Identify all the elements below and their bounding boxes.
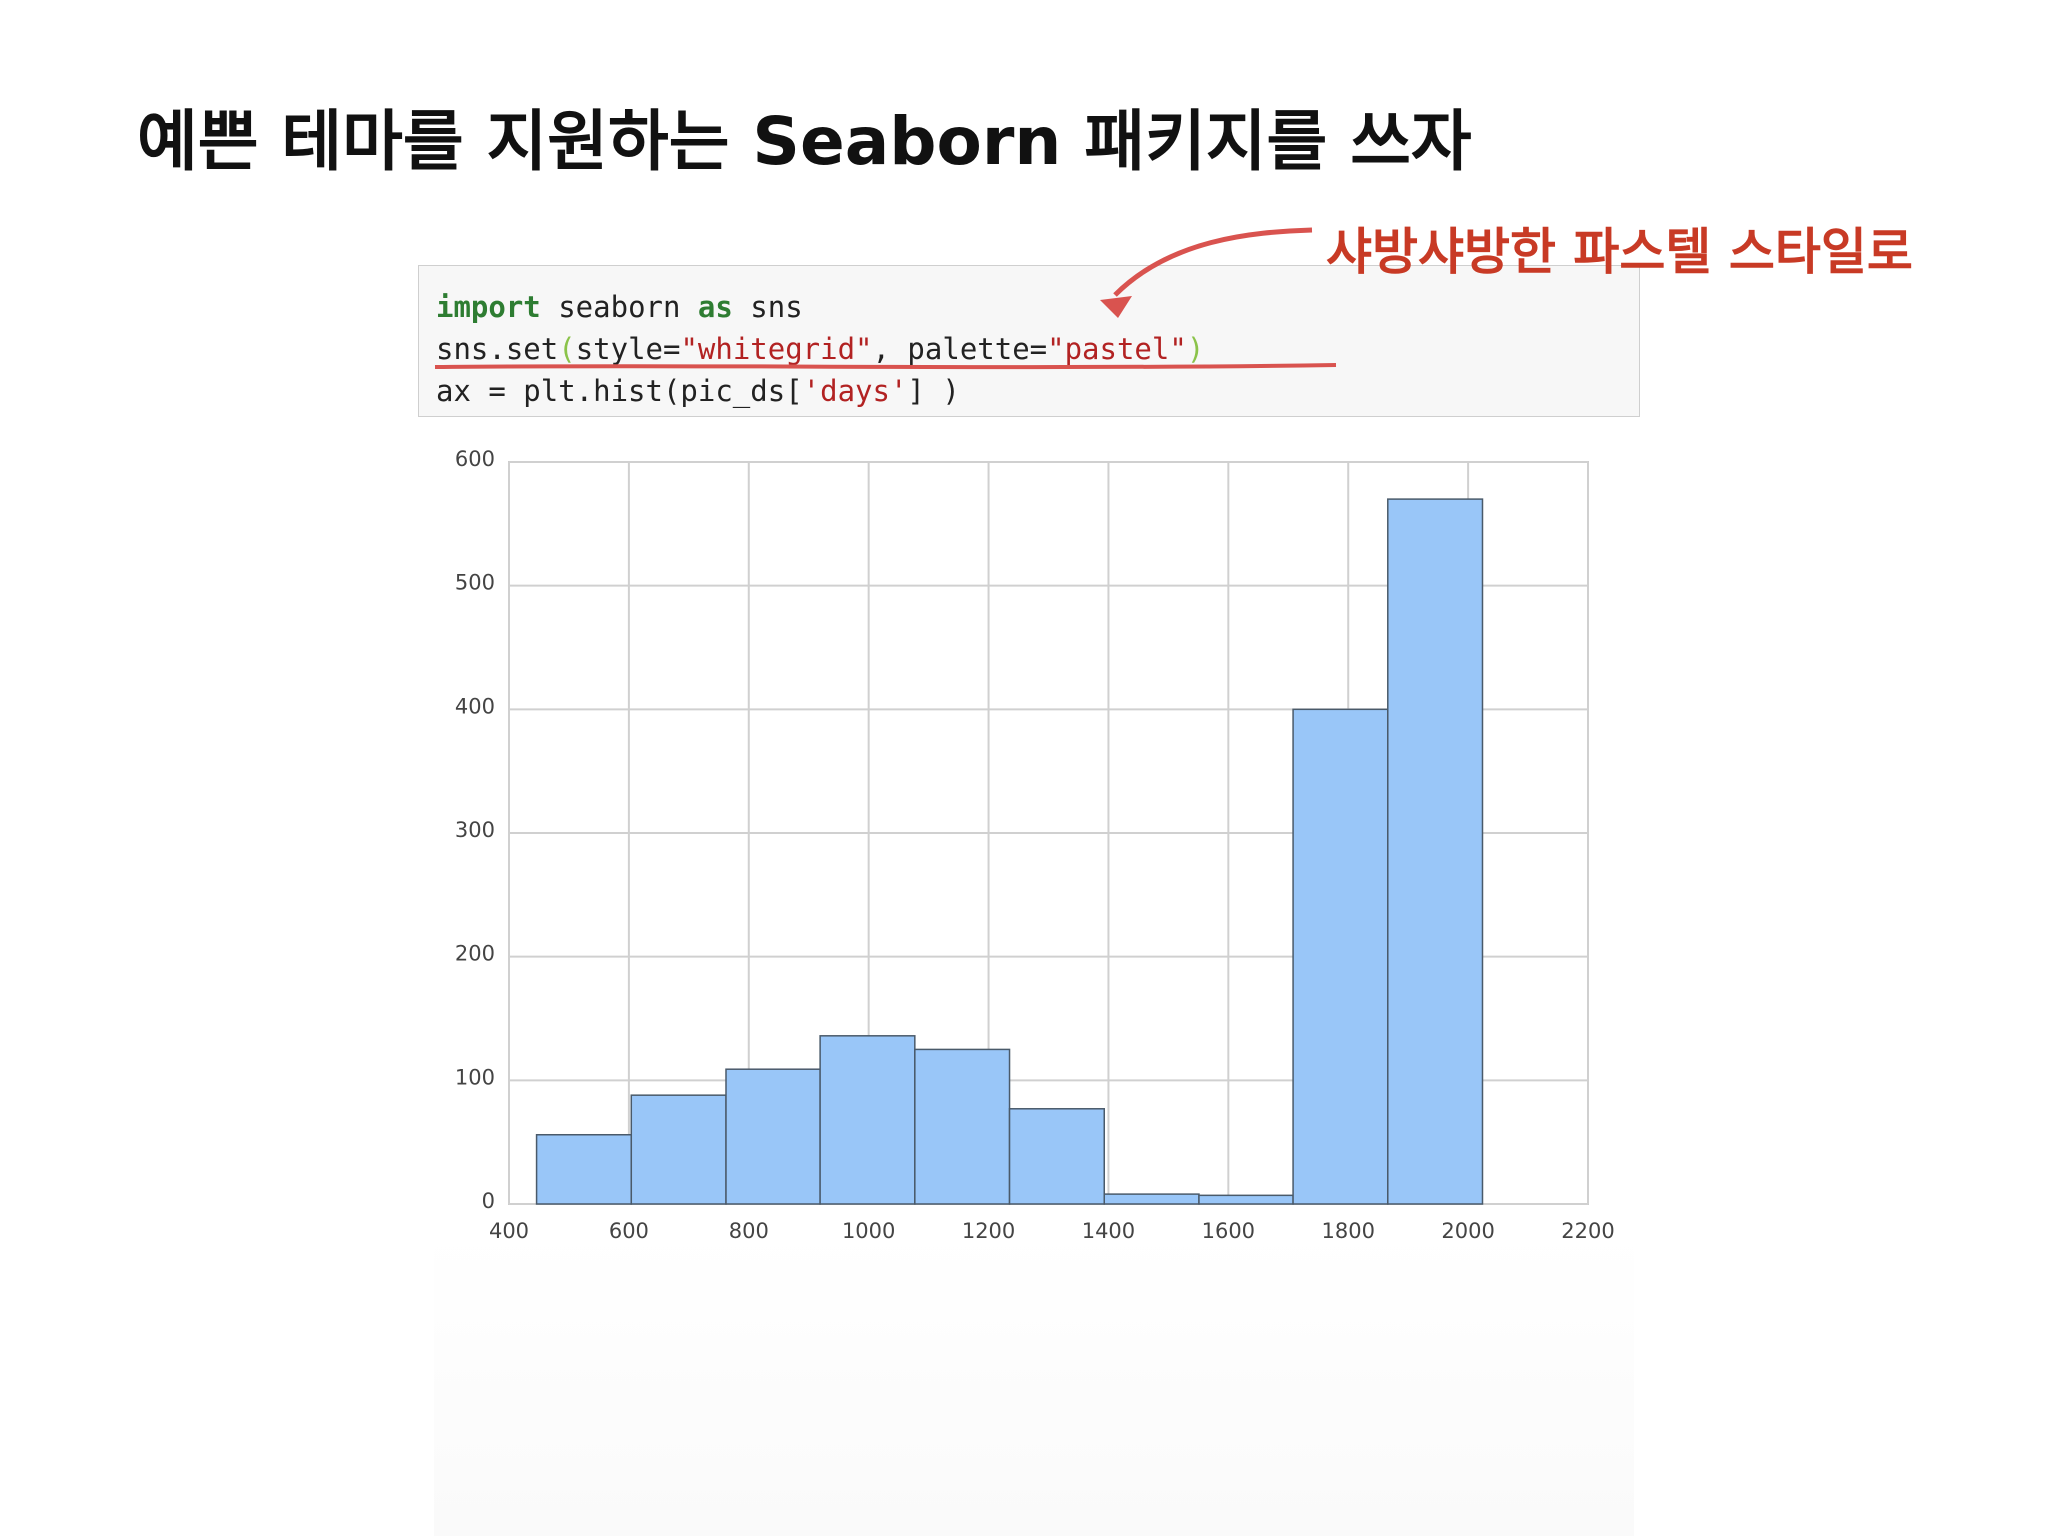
histogram-bar	[1292, 708, 1389, 1205]
code-token: ] )	[907, 374, 960, 408]
code-block: import seaborn as sns sns.set(style="whit…	[418, 265, 1640, 417]
histogram-bar	[630, 1094, 727, 1205]
code-token: style=	[575, 332, 681, 366]
x-tick-label: 800	[729, 1219, 769, 1243]
x-tick-label: 1600	[1202, 1219, 1255, 1243]
histogram-bar	[1198, 1194, 1294, 1205]
slide-title: 예쁜 테마를 지원하는 Seaborn 패키지를 쓰자	[137, 103, 1472, 180]
y-tick-label: 400	[455, 694, 495, 718]
code-token: seaborn	[540, 290, 698, 324]
y-tick-label: 100	[455, 1065, 495, 1089]
code-line: ax = plt.hist(pic_ds['days'] )	[436, 370, 1622, 412]
annotation: 샤방샤방한 파스텔 스타일로	[1326, 223, 1913, 281]
histogram-bar	[1103, 1193, 1200, 1205]
code-token: "pastel"	[1047, 332, 1187, 366]
code-token: import	[436, 290, 541, 324]
x-tick-label: 1000	[842, 1219, 895, 1243]
x-tick-label: 2200	[1561, 1219, 1614, 1243]
code-token: ax = plt.hist(pic_ds[	[436, 374, 803, 408]
x-tick-label: 2000	[1441, 1219, 1494, 1243]
x-tick-label: 1800	[1321, 1219, 1374, 1243]
background-shade	[434, 1230, 1634, 1536]
histogram-bar	[1008, 1108, 1105, 1205]
code-token: (	[558, 332, 576, 366]
x-tick-label: 1200	[962, 1219, 1015, 1243]
code-token: 'days'	[802, 374, 908, 408]
y-tick-label: 500	[455, 571, 495, 595]
y-tick-label: 300	[455, 818, 495, 842]
x-tick-label: 400	[489, 1219, 529, 1243]
y-tick-label: 600	[455, 447, 495, 471]
code-line: import seaborn as sns	[436, 286, 1622, 328]
histogram-bar	[535, 1133, 633, 1205]
code-token: )	[1186, 332, 1205, 366]
histogram-bar	[819, 1035, 916, 1205]
code-line: sns.set(style="whitegrid", palette="past…	[436, 328, 1622, 370]
code-token: "whitegrid"	[680, 332, 873, 366]
code-token: sns.set	[436, 332, 559, 366]
code-token: , palette=	[872, 332, 1048, 366]
histogram-bar	[914, 1048, 1011, 1205]
code-token: sns	[732, 290, 803, 324]
x-tick-label: 600	[609, 1219, 649, 1243]
histogram-bar	[1387, 498, 1484, 1205]
y-tick-label: 0	[482, 1189, 495, 1213]
y-tick-label: 200	[455, 942, 495, 966]
x-tick-label: 1400	[1082, 1219, 1135, 1243]
histogram-bar	[725, 1068, 821, 1205]
code-token: as	[697, 290, 733, 324]
